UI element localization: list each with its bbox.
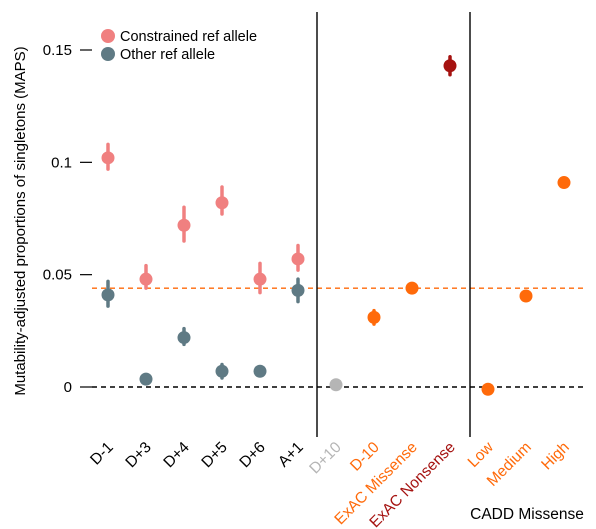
x-label-d-5: D+5: [198, 439, 230, 471]
point-d-10-d-10: [367, 310, 381, 324]
x-label-d-1: D-1: [87, 439, 117, 469]
x-label-d-4: D+4: [160, 439, 193, 472]
legend-marker-constrained: [101, 29, 115, 43]
point-other-ref-allele-a-1: [291, 283, 305, 297]
point-exac-nonsense-exac-nonsense: [443, 59, 457, 73]
point-constrained-ref-allele-d-3: [139, 272, 153, 286]
y-tick-label: 0.1: [51, 154, 72, 171]
x-label-d-10: D+10: [306, 439, 345, 478]
point-high-high: [557, 176, 571, 190]
y-tick-label: 0: [64, 379, 72, 396]
x-label-low: Low: [465, 438, 498, 471]
point-d-10-d-10: [329, 378, 343, 392]
legend-label-constrained: Constrained ref allele: [120, 29, 257, 45]
x-label-high: High: [538, 439, 573, 474]
reference-lines: [92, 12, 584, 437]
legend-label-other: Other ref allele: [120, 47, 215, 63]
point-constrained-ref-allele-d-4: [177, 218, 191, 232]
point-other-ref-allele-d-3: [139, 372, 153, 386]
point-other-ref-allele-d-1: [101, 288, 115, 302]
point-other-ref-allele-d-6: [253, 364, 267, 378]
point-constrained-ref-allele-d-6: [253, 272, 267, 286]
point-constrained-ref-allele-d-5: [215, 196, 229, 210]
point-other-ref-allele-d-4: [177, 331, 191, 345]
legend: Constrained ref allele Other ref allele: [101, 29, 257, 63]
x-label-d-3: D+3: [122, 439, 154, 471]
data-points: [101, 54, 571, 396]
y-tick-label: 0.05: [43, 267, 72, 284]
x-label-a-1: A+1: [275, 439, 307, 471]
point-constrained-ref-allele-a-1: [291, 252, 305, 266]
y-axis: 0 0.05 0.1 0.15: [43, 42, 92, 396]
y-axis-title: Mutability-adjusted proportions of singl…: [12, 46, 29, 395]
point-other-ref-allele-d-5: [215, 364, 229, 378]
y-tick-label: 0.15: [43, 42, 72, 59]
x-label-d-6: D+6: [236, 439, 268, 471]
point-low-low: [481, 382, 495, 396]
point-exac-missense-exac-missense: [405, 281, 419, 295]
cadd-missense-group-label: CADD Missense: [470, 506, 584, 523]
point-constrained-ref-allele-d-1: [101, 151, 115, 165]
point-medium-medium: [519, 289, 533, 303]
legend-marker-other: [101, 47, 115, 61]
